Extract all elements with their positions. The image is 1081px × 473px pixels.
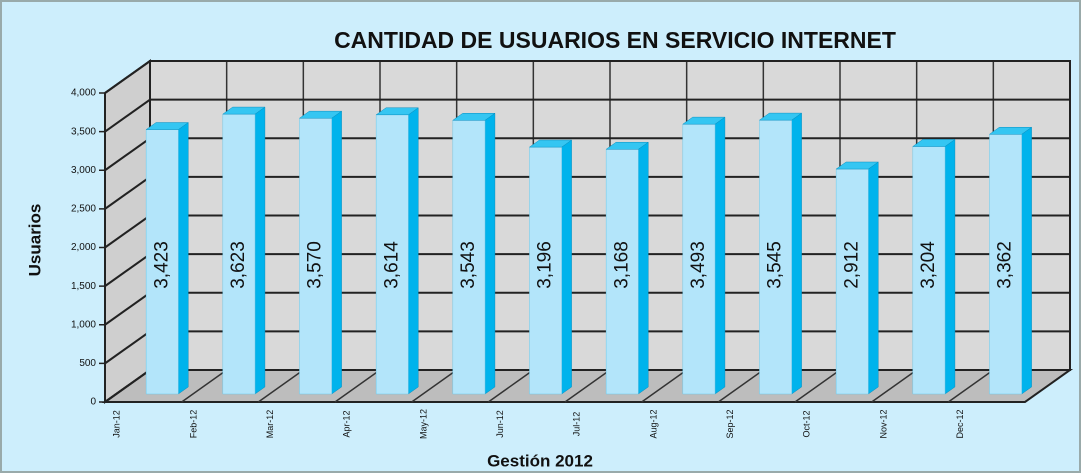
y-tick-label: 3,000 (71, 165, 96, 176)
x-tick-label: Dec-12 (955, 409, 965, 438)
bar-side (408, 107, 419, 395)
bar-top (605, 141, 650, 150)
x-tick-label: Apr-12 (342, 410, 352, 437)
y-tick-label: 500 (79, 358, 96, 369)
floor-divider (181, 369, 228, 403)
y-tick-label: 1,500 (71, 281, 96, 292)
bar-top (222, 106, 266, 115)
bar-side (1021, 126, 1032, 395)
value-label: 3,423 (151, 241, 172, 289)
bar-side (868, 161, 879, 395)
floor-divider (641, 369, 688, 403)
x-tick-label: Jan-12 (112, 410, 122, 438)
floor-divider (947, 369, 994, 403)
y-tick-label: 1,000 (71, 319, 96, 330)
bar-side (331, 110, 342, 395)
bar-top (452, 113, 496, 121)
bar-side (944, 138, 956, 395)
chart-title: CANTIDAD DE USUARIOS EN SERVICIO INTERNE… (334, 27, 896, 53)
floor-divider (564, 369, 611, 403)
bar-top (835, 161, 880, 170)
bar-side (178, 122, 189, 395)
y-tick-label: 0 (90, 397, 96, 408)
bar-top (145, 122, 190, 130)
bar-top (758, 112, 803, 121)
bar-side (561, 139, 572, 395)
x-tick-label: Jul-12 (572, 412, 582, 437)
value-label: 3,168 (611, 241, 632, 289)
value-label: 3,362 (995, 241, 1016, 289)
value-label: 3,543 (458, 241, 479, 289)
value-label: 3,570 (305, 241, 326, 289)
bar-top (375, 107, 420, 116)
floor-divider (334, 369, 381, 403)
floor-divider (794, 369, 841, 403)
value-label: 3,545 (765, 241, 786, 289)
bar-top (912, 139, 956, 147)
bar-side (638, 141, 649, 395)
x-tick-label: Mar-12 (265, 410, 275, 439)
bar-top (988, 126, 1033, 135)
bar-top (528, 139, 573, 148)
bar-side (714, 116, 726, 395)
grid-line (104, 98, 1070, 133)
floor-divider (717, 369, 764, 403)
floor-divider (257, 369, 304, 403)
value-label: 3,614 (381, 241, 402, 289)
y-tick-label: 2,500 (71, 204, 96, 215)
y-axis-label: Usuarios (25, 204, 44, 277)
floor-divider (871, 369, 918, 403)
bar-top (298, 110, 343, 119)
value-label: 3,493 (688, 241, 709, 289)
bar-side (484, 112, 496, 395)
floor-divider (487, 369, 534, 403)
grid-line (104, 60, 1070, 94)
bar-side (254, 106, 266, 395)
x-tick-label: Sep-12 (725, 409, 735, 438)
y-tick-label: 3,500 (71, 126, 96, 137)
x-tick-label: Feb-12 (188, 410, 198, 439)
bar-side (791, 112, 802, 395)
x-tick-label: May-12 (418, 409, 428, 439)
y-tick-label: 2,000 (71, 242, 96, 253)
x-tick-label: Aug-12 (648, 409, 658, 438)
x-tick-label: Jun-12 (495, 410, 505, 438)
value-label: 3,204 (918, 241, 939, 289)
bar-top (682, 116, 726, 125)
x-tick-label: Nov-12 (878, 409, 888, 438)
value-label: 3,623 (228, 241, 249, 289)
x-tick-label: Oct-12 (802, 410, 812, 437)
value-label: 3,196 (535, 241, 556, 289)
floor-divider (411, 369, 458, 403)
value-label: 2,912 (841, 241, 862, 289)
y-tick-label: 4,000 (71, 88, 96, 99)
x-axis-label: Gestión 2012 (487, 451, 593, 470)
